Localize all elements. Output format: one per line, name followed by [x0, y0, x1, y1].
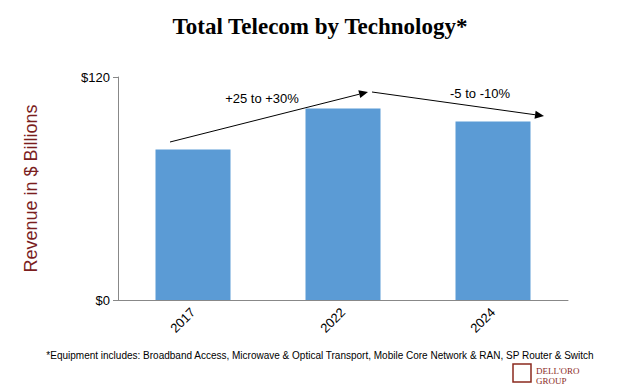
- svg-text:2022: 2022: [317, 305, 348, 336]
- svg-text:*Equipment includes: Broadband: *Equipment includes: Broadband Access, M…: [46, 350, 593, 361]
- svg-text:2024: 2024: [467, 305, 498, 336]
- svg-text:-5 to -10%: -5 to -10%: [450, 86, 510, 101]
- svg-text:$0: $0: [96, 293, 110, 308]
- svg-text:DELL'ORO: DELL'ORO: [536, 366, 580, 376]
- svg-text:Revenue in $ Billions: Revenue in $ Billions: [21, 104, 41, 272]
- svg-text:$120: $120: [81, 70, 110, 85]
- svg-text:2017: 2017: [167, 305, 198, 336]
- svg-text:GROUP: GROUP: [536, 376, 567, 386]
- svg-text:Total Telecom by Technology*: Total Telecom by Technology*: [172, 14, 467, 39]
- svg-text:+25 to +30%: +25 to +30%: [225, 91, 299, 106]
